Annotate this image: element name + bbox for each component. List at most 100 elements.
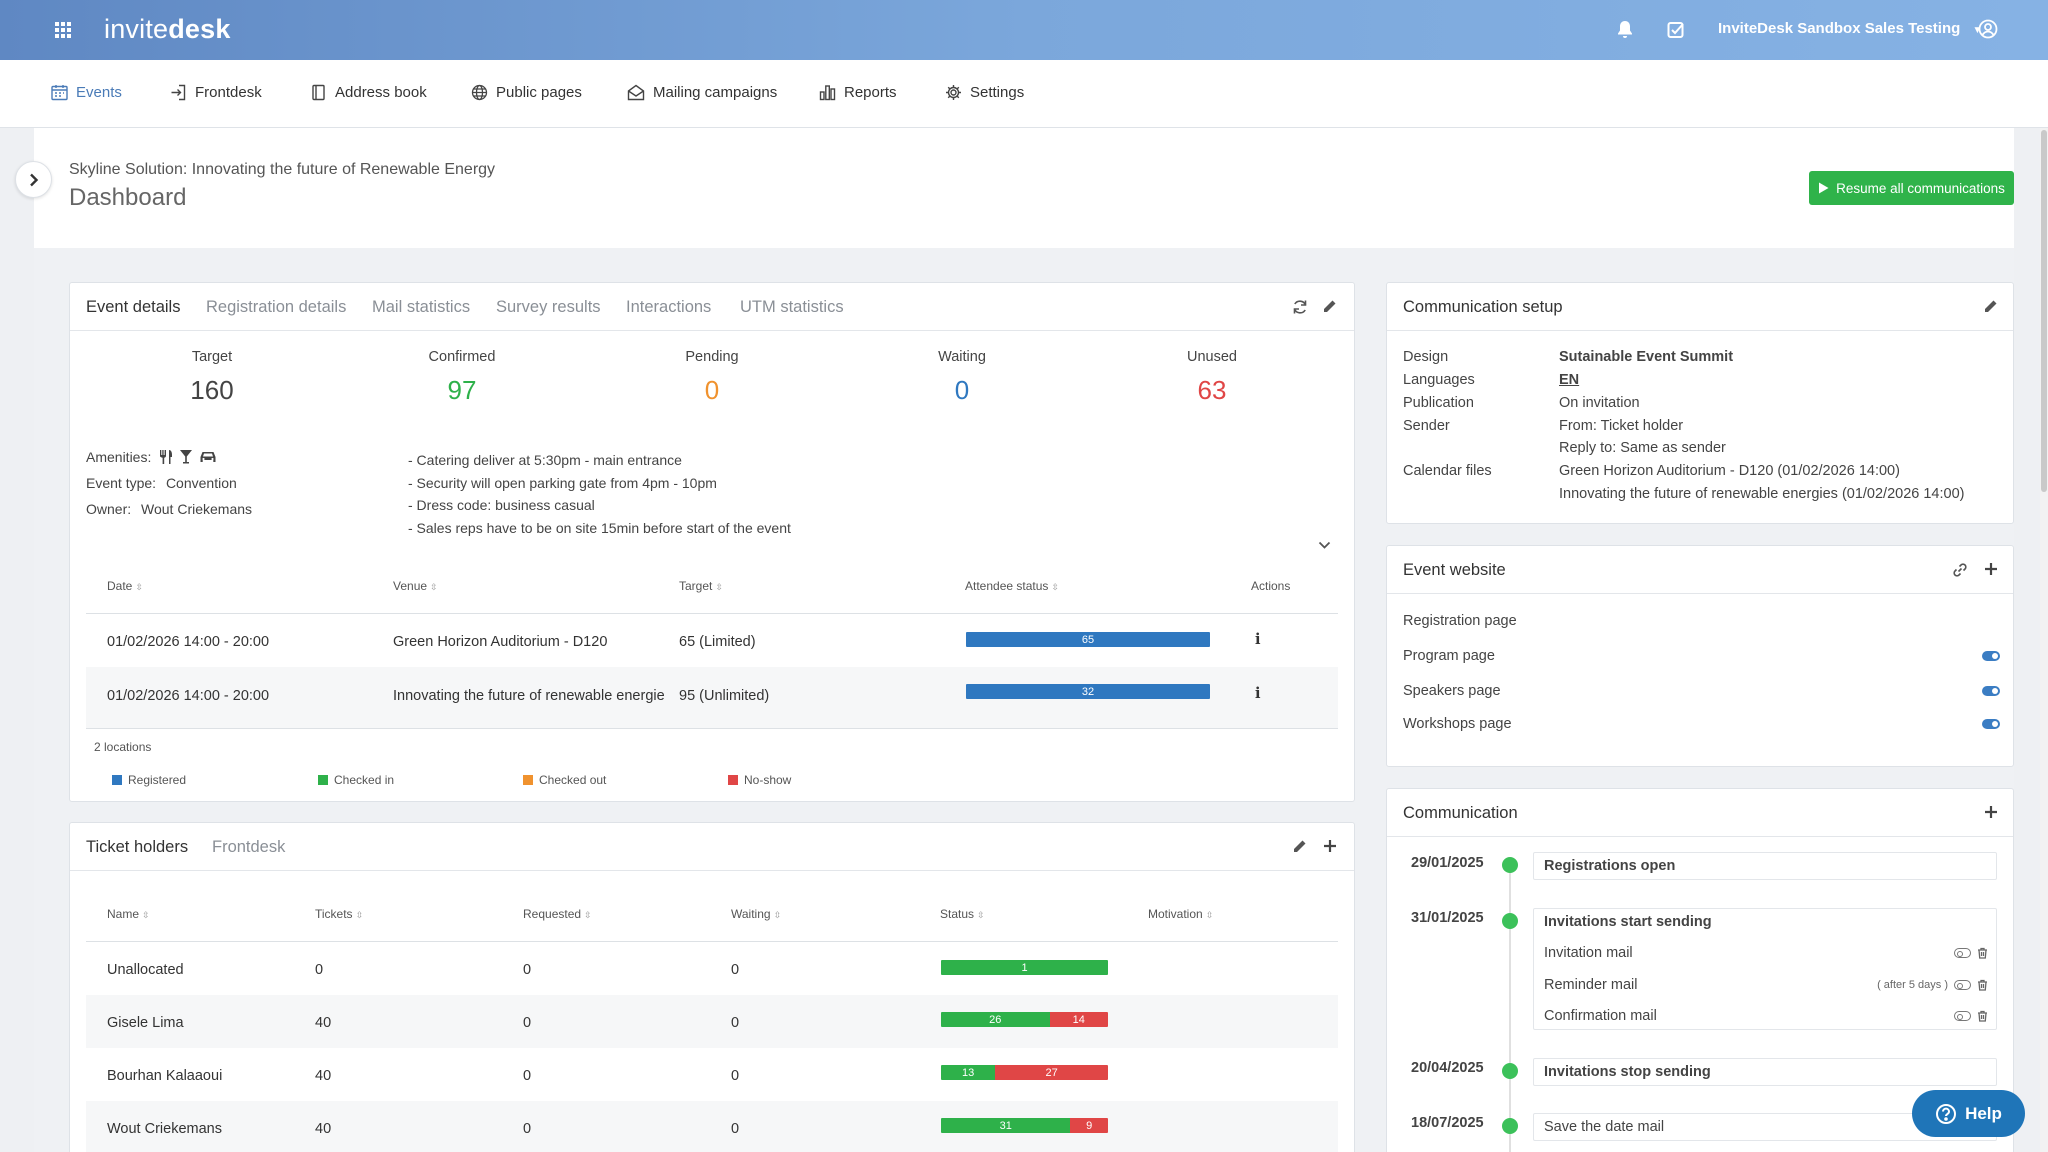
col-venue[interactable]: Venue ⇳ — [393, 579, 438, 593]
nav-reports[interactable]: Reports — [819, 84, 897, 101]
col-attendee-status[interactable]: Attendee status ⇳ — [965, 579, 1059, 593]
reminder-mail-label[interactable]: Reminder mail — [1544, 977, 1638, 993]
holder-waiting: 0 — [731, 1015, 740, 1031]
user-avatar-icon[interactable] — [1978, 19, 1998, 39]
confirmation-mail-toggle[interactable] — [1954, 1011, 1971, 1021]
caret-down-icon: ▼ — [1972, 25, 1983, 36]
workshops-page-toggle[interactable] — [1982, 719, 2000, 729]
row-target: 65 (Limited) — [679, 634, 756, 650]
reminder-mail-toggle[interactable] — [1954, 980, 1971, 990]
tab-interactions[interactable]: Interactions — [626, 298, 712, 316]
info-icon[interactable]: i — [1255, 631, 1261, 648]
program-page-toggle[interactable] — [1982, 651, 2000, 661]
holder-requested: 0 — [523, 1015, 532, 1031]
owner-row: Owner: Wout Criekemans — [86, 501, 252, 517]
legend-label: Checked in — [334, 773, 395, 787]
col-waiting-label: Waiting — [731, 907, 771, 921]
trash-icon[interactable] — [1977, 979, 1988, 991]
tab-frontdesk[interactable]: Frontdesk — [212, 838, 286, 856]
col-status[interactable]: Status ⇳ — [940, 907, 985, 921]
col-name-label: Name — [107, 907, 140, 921]
speakers-page-label[interactable]: Speakers page — [1403, 683, 1501, 699]
col-tickets-label: Tickets — [315, 907, 353, 921]
calendar-file-link[interactable]: Green Horizon Auditorium - D120 (01/02/2… — [1559, 463, 1900, 479]
invitation-mail-label[interactable]: Invitation mail — [1544, 945, 1633, 961]
col-date[interactable]: Date ⇳ — [107, 579, 143, 593]
plus-icon[interactable] — [1984, 562, 1998, 576]
timeline-item-invitations-stop[interactable]: Invitations stop sending — [1533, 1058, 1997, 1086]
page-scrollbar[interactable] — [2040, 128, 2048, 1152]
col-tickets[interactable]: Tickets ⇳ — [315, 907, 363, 921]
stat-target: Target 160 — [132, 349, 292, 406]
plus-icon[interactable] — [1323, 839, 1337, 853]
timeline-item-registrations-open[interactable]: Registrations open — [1533, 852, 1997, 880]
plus-icon[interactable] — [1984, 805, 1998, 819]
timeline-item-invitations-start[interactable]: Invitations start sending Invitation mai… — [1533, 908, 1997, 1030]
holder-waiting: 0 — [731, 1068, 740, 1084]
bell-icon[interactable] — [1616, 20, 1634, 40]
confirmation-mail-label[interactable]: Confirmation mail — [1544, 1008, 1657, 1024]
legend-checked-in: Checked in — [318, 773, 394, 787]
account-switcher[interactable]: InviteDesk Sandbox Sales Testing ▼ — [1718, 20, 1982, 37]
design-value[interactable]: Sutainable Event Summit — [1559, 349, 1734, 365]
registration-page-label[interactable]: Registration page — [1403, 613, 1517, 629]
info-icon[interactable]: i — [1255, 685, 1261, 702]
col-motivation[interactable]: Motivation ⇳ — [1148, 907, 1213, 921]
link-icon[interactable] — [1952, 562, 1968, 578]
tab-registration-details[interactable]: Registration details — [206, 298, 347, 316]
col-name[interactable]: Name ⇳ — [107, 907, 150, 921]
table-row[interactable]: Wout Criekemans 40 0 0 31 9 — [86, 1101, 1338, 1152]
help-button[interactable]: Help — [1912, 1090, 2025, 1137]
sidebar-toggle-button[interactable] — [15, 161, 52, 198]
table-divider — [86, 728, 1338, 729]
legend-label: Checked out — [539, 773, 607, 787]
communication-setup-card: Communication setup Design Sutainable Ev… — [1386, 282, 2014, 524]
nav-public-pages-label: Public pages — [496, 84, 582, 101]
reminder-mail-actions: ( after 5 days ) — [1877, 979, 1988, 991]
col-waiting[interactable]: Waiting ⇳ — [731, 907, 781, 921]
trash-icon[interactable] — [1977, 1010, 1988, 1022]
apps-grid-icon[interactable] — [53, 20, 73, 40]
program-page-label[interactable]: Program page — [1403, 648, 1495, 664]
invitedesk-logo[interactable]: invitedesk — [104, 14, 231, 45]
calendar-file-link[interactable]: Innovating the future of renewable energ… — [1559, 486, 1965, 502]
workshops-page-label[interactable]: Workshops page — [1403, 716, 1512, 732]
edit-pencil-icon[interactable] — [1983, 299, 1998, 314]
comm-setup-title: Communication setup — [1403, 298, 1563, 316]
nav-frontdesk[interactable]: Frontdesk — [170, 84, 262, 101]
stat-target-value: 160 — [190, 375, 234, 405]
holder-waiting: 0 — [731, 1121, 740, 1137]
legend-registered: Registered — [112, 773, 186, 787]
tasks-check-icon[interactable] — [1666, 20, 1686, 40]
chevron-down-icon[interactable] — [1318, 541, 1331, 550]
nav-address-book[interactable]: Address book — [310, 84, 427, 101]
col-target[interactable]: Target ⇳ — [679, 579, 723, 593]
sender-reply-to: Reply to: Same as sender — [1559, 440, 1726, 456]
resume-all-communications-button[interactable]: Resume all communications — [1809, 171, 2014, 205]
locations-count: 2 locations — [94, 740, 152, 754]
scrollbar-thumb[interactable] — [2041, 130, 2047, 492]
nav-mailing-campaigns[interactable]: Mailing campaigns — [627, 84, 777, 101]
col-requested[interactable]: Requested ⇳ — [523, 907, 592, 921]
nav-frontdesk-label: Frontdesk — [195, 84, 262, 101]
trash-icon[interactable] — [1977, 947, 1988, 959]
tab-event-details[interactable]: Event details — [86, 298, 181, 316]
refresh-icon[interactable] — [1292, 299, 1308, 315]
languages-value[interactable]: EN — [1559, 372, 1580, 388]
tab-ticket-holders[interactable]: Ticket holders — [86, 838, 189, 856]
edit-pencil-icon[interactable] — [1292, 839, 1307, 854]
tab-utm-statistics[interactable]: UTM statistics — [740, 298, 844, 316]
speakers-page-toggle[interactable] — [1982, 686, 2000, 696]
nav-settings[interactable]: Settings — [945, 84, 1024, 101]
table-row[interactable]: Bourhan Kalaaoui 40 0 0 13 27 — [86, 1048, 1338, 1101]
table-row[interactable]: Gisele Lima 40 0 0 26 14 — [86, 995, 1338, 1048]
tab-survey-results[interactable]: Survey results — [496, 298, 601, 316]
tab-mail-statistics[interactable]: Mail statistics — [372, 298, 471, 316]
invitation-mail-toggle[interactable] — [1954, 948, 1971, 958]
holder-tickets: 0 — [315, 962, 324, 978]
nav-public-pages[interactable]: Public pages — [471, 84, 582, 101]
table-row[interactable]: Unallocated 0 0 0 1 — [86, 942, 1338, 995]
legend-label: Registered — [128, 773, 187, 787]
edit-pencil-icon[interactable] — [1322, 299, 1337, 314]
nav-events[interactable]: Events — [51, 84, 122, 101]
